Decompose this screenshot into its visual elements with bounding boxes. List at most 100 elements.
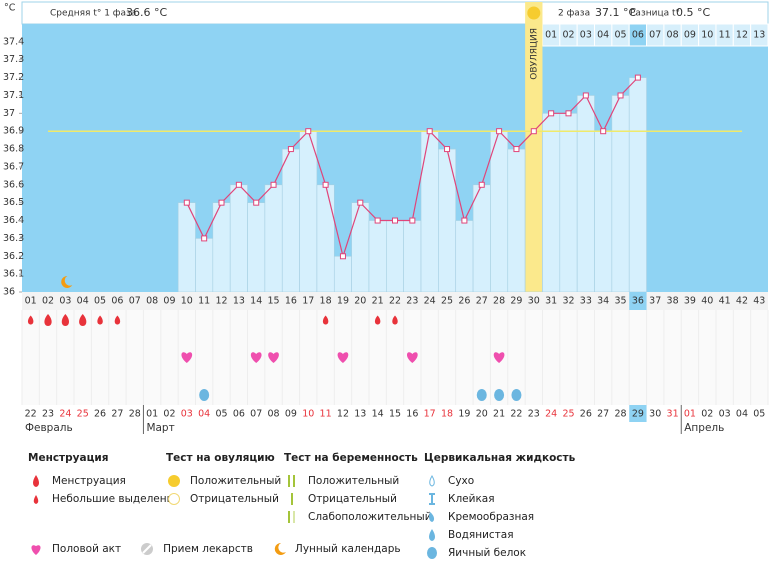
y-tick-label: 37.2 (3, 72, 24, 83)
temperature-point (426, 128, 433, 135)
date: 09 (285, 409, 297, 420)
post-ovulation-day: 13 (753, 30, 765, 41)
temperature-column (628, 77, 647, 293)
today-cell (629, 292, 647, 310)
legend-heading: Тест на овуляцию (166, 452, 275, 464)
y-tick-label: 36.3 (3, 233, 24, 244)
date: 17 (424, 409, 436, 420)
cycle-day: 28 (493, 296, 505, 307)
cycle-day: 06 (111, 296, 123, 307)
temperature-column (611, 95, 630, 293)
temperature-point (183, 199, 190, 206)
date: 08 (268, 409, 280, 420)
y-tick-label: 37 (3, 108, 15, 119)
date: 31 (667, 409, 679, 420)
temperature-point (530, 128, 537, 135)
y-tick-label: 36.1 (3, 269, 24, 280)
cycle-day: 18 (320, 296, 332, 307)
temperature-point (634, 74, 641, 81)
cycle-day: 32 (562, 296, 574, 307)
temperature-point (496, 128, 503, 135)
temperature-column (299, 130, 318, 293)
legend-item: Положительный (284, 472, 432, 490)
cycle-day: 13 (233, 296, 245, 307)
temperature-point (478, 181, 485, 188)
cycle-day: 19 (337, 296, 349, 307)
legend-label: Водянистая (448, 529, 514, 541)
cycle-day: 31 (545, 296, 557, 307)
legend-label: Положительный (190, 475, 282, 487)
phase2-value: 37.1 °C (595, 6, 636, 19)
cycle-day: 11 (198, 296, 210, 307)
cycle-day: 42 (736, 296, 748, 307)
date: 13 (354, 409, 366, 420)
menstruation-drop (114, 315, 121, 325)
y-tick-label: 36.8 (3, 144, 24, 155)
temperature-column (472, 184, 491, 293)
legend-ovulation-test: Тест на овуляцию Положительный Отрицател… (166, 452, 281, 508)
temperature-point (287, 146, 294, 153)
menstruation-drop (79, 314, 87, 326)
temperature-point (444, 146, 451, 153)
legend-item: Прием лекарств (139, 540, 253, 558)
date: 12 (337, 409, 349, 420)
intercourse-heart (493, 352, 505, 363)
post-ovulation-day: 04 (597, 30, 609, 41)
legend-item: Положительный (166, 472, 281, 490)
date: 16 (406, 409, 418, 420)
date: 26 (580, 409, 592, 420)
cycle-day: 38 (667, 296, 679, 307)
legend-item: Лунный календарь (271, 540, 401, 558)
intercourse-heart (268, 352, 279, 363)
temperature-point (253, 199, 260, 206)
legend-item: Яичный белок (424, 544, 575, 562)
temperature-column (351, 202, 370, 293)
temperature-column (316, 184, 335, 293)
intercourse-heart (181, 352, 193, 363)
menstruation-drop (61, 314, 69, 326)
y-unit: °C (4, 3, 16, 14)
cycle-day: 36 (632, 296, 644, 307)
menstruation-drop (44, 314, 52, 326)
cycle-day: 30 (528, 296, 540, 307)
date: 29 (632, 409, 644, 420)
cycle-day: 07 (129, 296, 141, 307)
date: 14 (372, 409, 384, 420)
temperature-point (409, 217, 416, 224)
cycle-day: 16 (285, 296, 297, 307)
cycle-day: 01 (25, 296, 37, 307)
date: 15 (389, 409, 401, 420)
legend-label: Лунный календарь (294, 543, 401, 555)
legend-label: Половой акт (52, 543, 122, 555)
today-date-cell (629, 405, 647, 422)
date: 06 (233, 409, 245, 420)
legend-other: Половой акт Прием лекарств Лунный календ… (28, 540, 401, 558)
post-ovulation-day: 09 (684, 30, 696, 41)
temperature-point (600, 128, 607, 135)
date: 02 (163, 409, 175, 420)
cycle-day: 17 (302, 296, 314, 307)
temperature-column (559, 113, 578, 293)
post-ovulation-day: 11 (719, 30, 731, 41)
date: 01 (684, 409, 696, 420)
cycle-day: 33 (580, 296, 592, 307)
cycle-day: 39 (684, 296, 696, 307)
cycle-day: 15 (268, 296, 280, 307)
post-ovulation-day: 03 (580, 30, 592, 41)
temperature-point (218, 199, 225, 206)
phase1-value: 36.6 °C (126, 6, 167, 19)
legend-item: Клейкая (424, 490, 575, 508)
cycle-day: 22 (389, 296, 401, 307)
month-label: Апрель (684, 422, 724, 434)
temperature-point (322, 181, 329, 188)
y-tick-label: 37.4 (3, 36, 24, 47)
intercourse-heart (250, 352, 262, 363)
legend-label: Яичный белок (448, 547, 527, 559)
menstruation-drop (27, 315, 34, 325)
cycle-day: 41 (719, 296, 731, 307)
date: 10 (302, 409, 314, 420)
temperature-column (455, 220, 474, 293)
y-tick-label: 36.2 (3, 251, 24, 262)
date: 23 (42, 409, 54, 420)
date: 28 (614, 409, 626, 420)
